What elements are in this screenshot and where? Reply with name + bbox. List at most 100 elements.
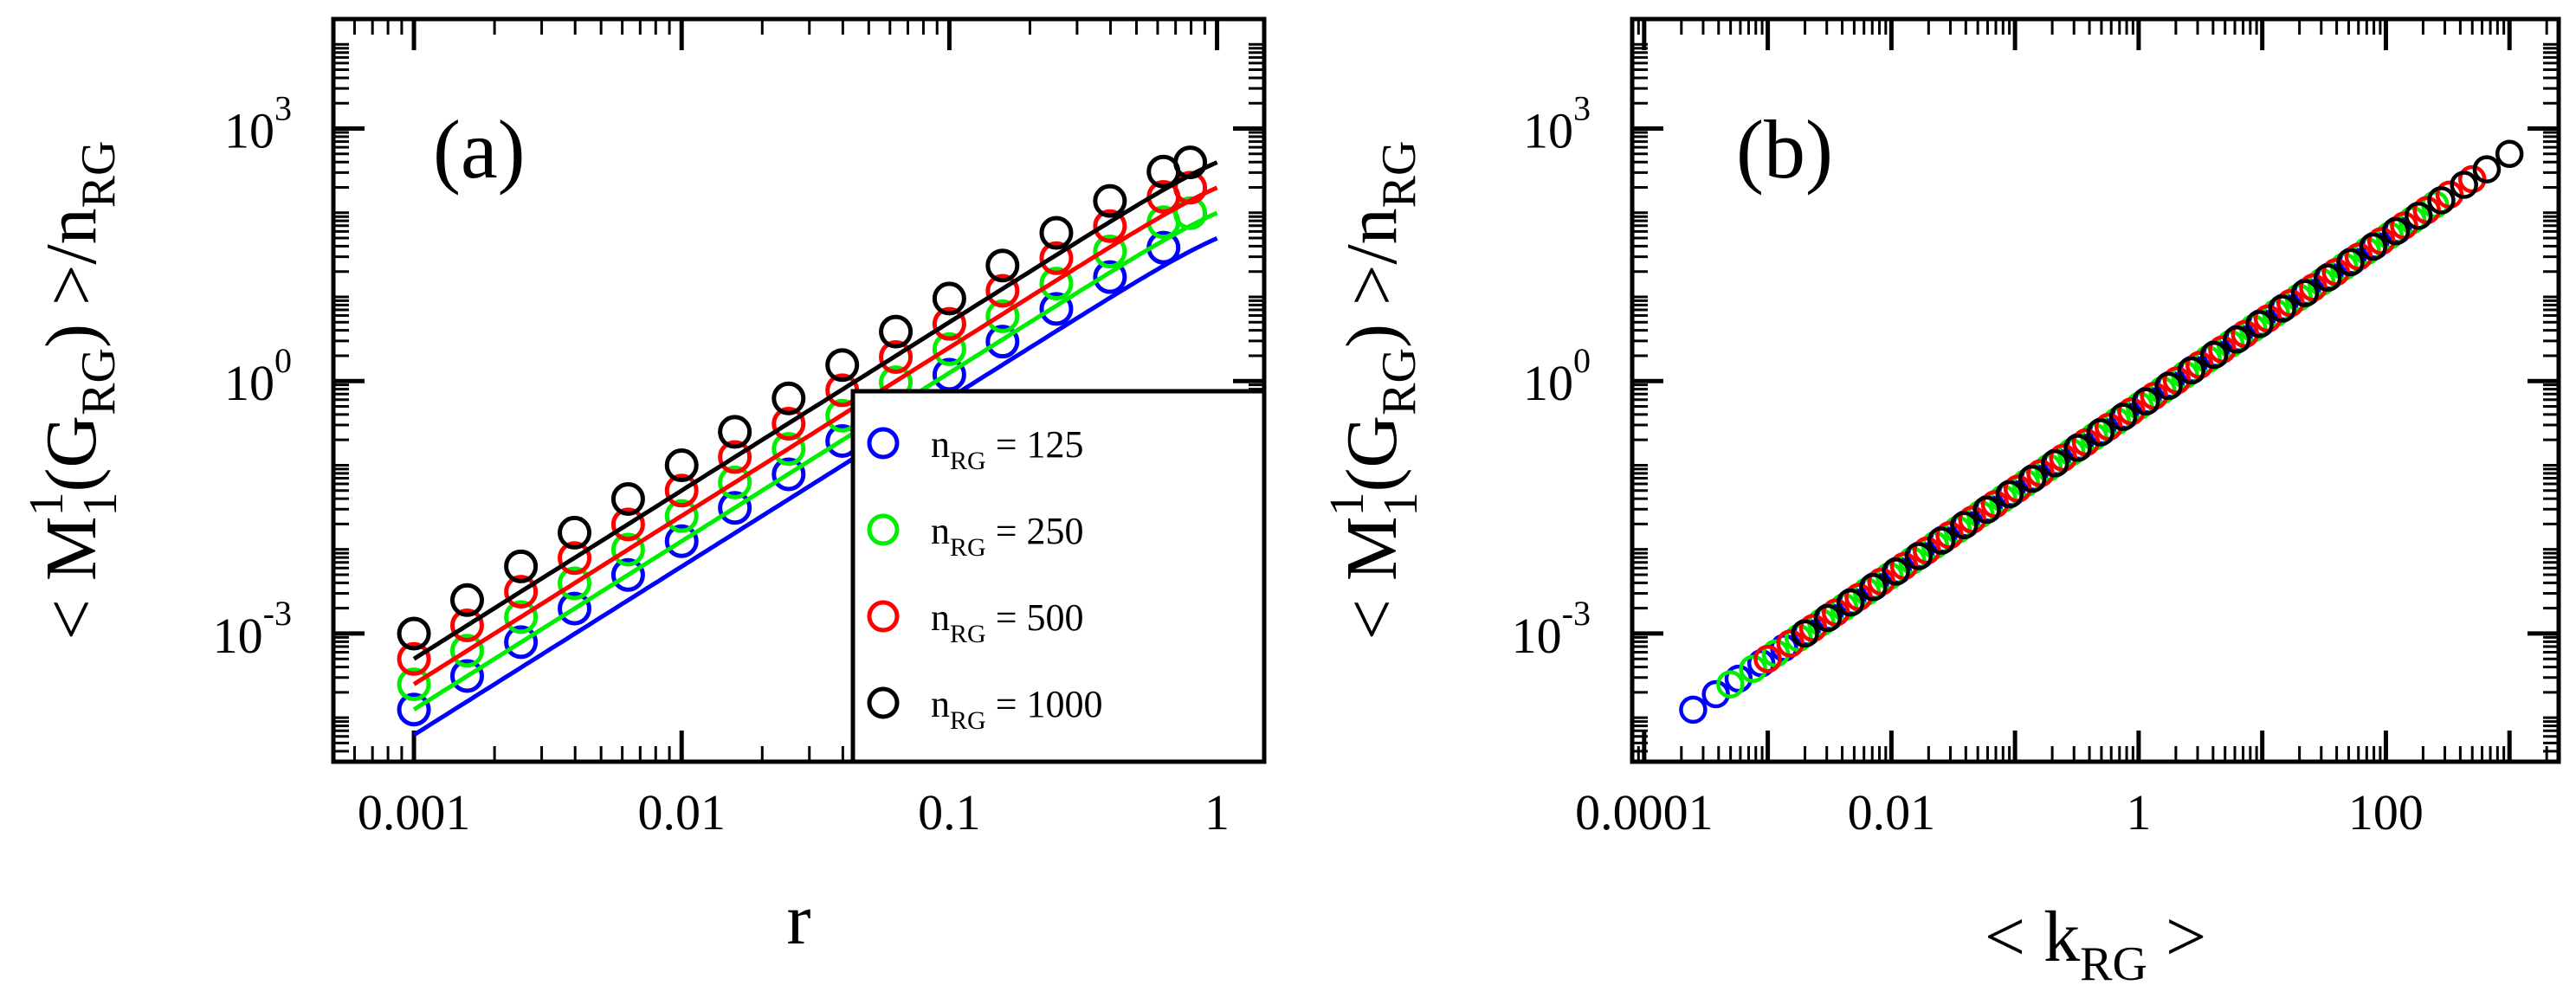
data-point-n1000 (397, 616, 431, 651)
y-axis-label: < M11(GRG) >/nRG (20, 141, 127, 641)
panel-b: 0.0001 0.01 1 100 10-3 100 103 (b) < M11(GRG) >/… (1320, 16, 2561, 991)
data-point-n1000 (1093, 184, 1127, 218)
collapse-point-n1000 (1995, 480, 2024, 509)
data-point-n125 (397, 692, 431, 727)
legend-marker (867, 513, 900, 546)
data-point-n250 (558, 566, 592, 601)
collapse-point-n1000 (2359, 232, 2387, 261)
data-point-n1000 (772, 381, 806, 415)
data-point-n1000 (825, 348, 860, 383)
panel-a: 0.001 0.01 0.1 1 10-3 100 103 (a) < M11(GRG) >/n… (20, 16, 1267, 960)
x-tick-label: 1 (2126, 784, 2151, 840)
data-point-n250 (985, 299, 1020, 333)
data-point-n500 (558, 541, 592, 576)
data-point-n500 (1039, 241, 1074, 275)
data-point-n125 (985, 325, 1020, 359)
collapse-point-n1000 (2041, 449, 2069, 478)
legend-entry: nRG = 1000 (931, 683, 1103, 735)
data-point-n250 (772, 432, 806, 467)
data-point-n1000 (664, 448, 699, 483)
data-point-n1000 (718, 415, 752, 449)
data-point-n125 (504, 625, 539, 660)
collapse-point-n1000 (2268, 294, 2296, 323)
x-tick-label: 100 (2348, 784, 2424, 840)
legend-entry: nRG = 125 (931, 423, 1084, 475)
data-point-n500 (664, 473, 699, 508)
data-point-n500 (397, 641, 431, 676)
data-point-n500 (449, 608, 484, 642)
data-point-n125 (1039, 292, 1074, 326)
data-point-n500 (718, 440, 752, 474)
data-point-n250 (610, 532, 645, 567)
collapse-point-n1000 (2290, 279, 2320, 307)
collapse-point-n1000 (1836, 588, 1865, 617)
x-axis-label: r (787, 879, 811, 960)
data-point-n125 (558, 591, 592, 626)
y-tick-label: 100 (224, 341, 292, 411)
data-point-n500 (879, 339, 914, 374)
data-point-n1000 (449, 583, 484, 617)
data-point-n125 (772, 457, 806, 492)
collapse-point-n1000 (2132, 387, 2160, 416)
collapse-point-n250 (1716, 670, 1745, 699)
collapse-point-n1000 (1813, 603, 1843, 633)
collapse-point-n1000 (2199, 340, 2229, 370)
legend: nRG = 125 nRG = 250 nRG = 500 nRG = 1000 (850, 389, 1267, 764)
collapse-point-n1000 (2108, 402, 2138, 431)
data-point-n250 (504, 600, 539, 634)
y-tick-label: 100 (1523, 341, 1591, 411)
data-point-n1000 (932, 281, 966, 316)
collapse-point-n1000 (1972, 495, 2001, 525)
data-point-n1000 (504, 549, 539, 583)
collapse-point-n1000 (1882, 557, 1910, 586)
panel-label: (a) (433, 103, 526, 196)
data-point-n125 (1093, 260, 1127, 294)
data-point-n1000 (985, 248, 1020, 283)
panel-label: (b) (1736, 103, 1833, 196)
data-point-n125 (610, 557, 645, 592)
data-point-n250 (1093, 235, 1127, 269)
x-tick-label: 0.0001 (1575, 784, 1714, 840)
data-point-n125 (718, 491, 752, 525)
collapse-point-n1000 (2086, 418, 2115, 447)
x-tick-label: 0.01 (637, 784, 726, 840)
collapse-point-n1000 (2063, 434, 2092, 462)
data-point-n250 (397, 667, 431, 702)
fit-line-n1000 (412, 160, 1218, 661)
x-tick-label: 1 (1204, 784, 1230, 840)
y-tick-label: 103 (224, 89, 292, 159)
y-axis-label: < M11(GRG) >/nRG (1320, 141, 1428, 641)
collapse-point-n500 (1753, 645, 1782, 673)
collapse-point-n1000 (2427, 186, 2456, 215)
legend-marker (867, 686, 900, 719)
collapse-point-n1000 (1791, 619, 1819, 648)
x-tick-label: 0.01 (1848, 784, 1936, 840)
legend-box (850, 389, 1267, 764)
x-axis-label: < kRG > (1985, 897, 2207, 991)
legend-entry: nRG = 500 (931, 596, 1084, 648)
data-point-n250 (932, 332, 966, 366)
data-point-n1000 (558, 515, 592, 550)
data-point-n500 (1093, 209, 1127, 243)
collapse-point-n125 (1679, 695, 1708, 724)
data-point-n1000 (879, 314, 914, 349)
collapse-point-n1000 (2313, 263, 2342, 293)
data-point-n250 (1039, 267, 1074, 301)
data-point-n1000 (610, 481, 645, 516)
plot-area-a (397, 145, 1218, 737)
collapse-point-n1000 (1904, 542, 1934, 570)
data-point-n1000 (1173, 145, 1208, 180)
y-tick-label: 103 (1523, 89, 1591, 159)
collapse-point-n1000 (2381, 216, 2411, 246)
collapse-point-n1000 (2450, 171, 2478, 199)
data-point-n125 (664, 524, 699, 558)
fit-line-n500 (412, 185, 1218, 686)
data-point-n250 (449, 634, 484, 668)
legend-entry: nRG = 250 (931, 510, 1084, 562)
data-point-n500 (985, 274, 1020, 308)
data-point-n125 (449, 659, 484, 693)
collapse-point-n1000 (2336, 248, 2365, 277)
collapse-point-n1000 (2404, 202, 2433, 230)
fit-line-n125 (412, 236, 1218, 737)
